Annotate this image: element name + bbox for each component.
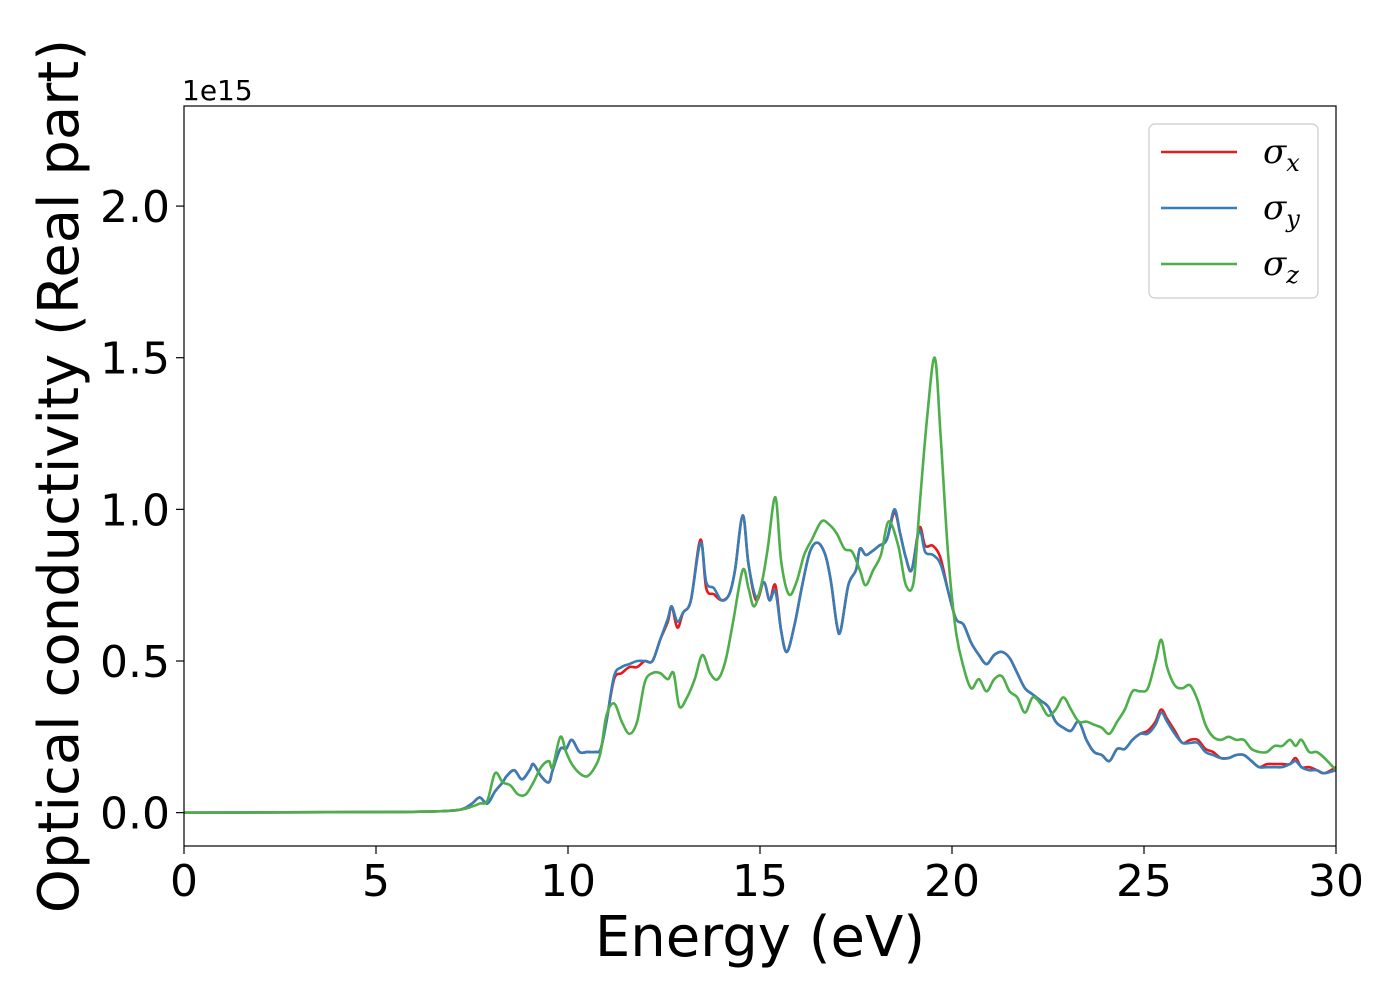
legend-label-z: σz: [1263, 244, 1299, 289]
legend-label-y: σy: [1263, 188, 1300, 233]
y-axis-title: Optical conductivity (Real part): [27, 39, 92, 913]
legend: σx σy σz: [1148, 123, 1319, 299]
x-tick-label: 0: [170, 856, 198, 907]
y-tick-label: 2.0: [100, 182, 170, 233]
legend-box: [1148, 123, 1319, 299]
x-tick-label: 5: [362, 856, 390, 907]
x-tick-label: 20: [924, 856, 980, 907]
y-offset-label: 1e15: [182, 74, 253, 107]
x-axis: 0 5 10 15 20 25 30: [170, 846, 1364, 907]
y-tick-label: 0.5: [100, 637, 170, 688]
series-line-z: [184, 356, 1336, 814]
series-line-y: [184, 508, 1336, 814]
y-tick-label: 0.0: [100, 789, 170, 840]
x-tick-label: 10: [540, 856, 596, 907]
x-tick-label: 25: [1116, 856, 1172, 907]
legend-label-x: σx: [1263, 132, 1300, 177]
y-tick-label: 1.5: [100, 334, 170, 385]
x-axis-title: Energy (eV): [595, 905, 925, 970]
x-tick-label: 30: [1308, 856, 1364, 907]
y-axis: 0.0 0.5 1.0 1.5 2.0: [100, 182, 184, 840]
series-layer: [184, 356, 1336, 814]
y-tick-label: 1.0: [100, 485, 170, 536]
x-tick-label: 15: [732, 856, 788, 907]
